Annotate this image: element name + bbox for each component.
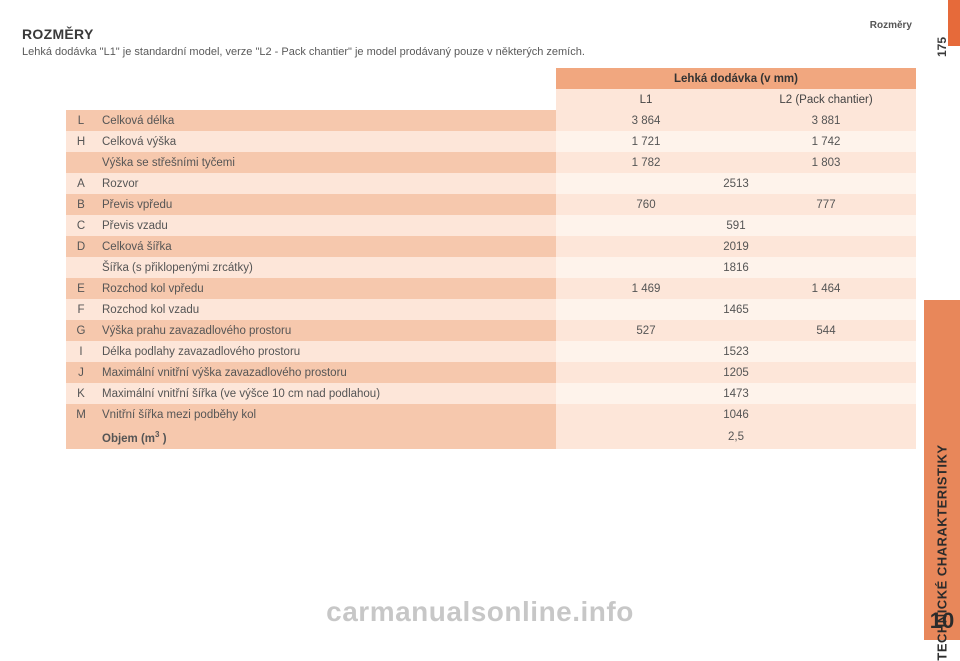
page-title: ROZMĚRY xyxy=(22,26,960,42)
corner-tab xyxy=(948,0,960,46)
table-row: IDélka podlahy zavazadlového prostoru152… xyxy=(66,341,916,362)
table-body: LCelková délka3 8643 881HCelková výška1 … xyxy=(66,110,916,449)
table-row: Výška se střešními tyčemi1 7821 803 xyxy=(66,152,916,173)
row-label: Rozchod kol vzadu xyxy=(96,299,556,320)
row-value: 2019 xyxy=(556,236,916,257)
table-row: ERozchod kol vpředu1 4691 464 xyxy=(66,278,916,299)
row-value-l2: 1 803 xyxy=(736,152,916,173)
row-value-l1: 1 721 xyxy=(556,131,736,152)
row-label: Rozchod kol vpředu xyxy=(96,278,556,299)
row-value-l1: 1 782 xyxy=(556,152,736,173)
row-value-l2: 1 742 xyxy=(736,131,916,152)
table-row: KMaximální vnitřní šířka (ve výšce 10 cm… xyxy=(66,383,916,404)
row-value: 2,5 xyxy=(556,425,916,449)
dimensions-table: Lehká dodávka (v mm) L1 L2 (Pack chantie… xyxy=(66,68,916,449)
table-header-sub: L1 L2 (Pack chantier) xyxy=(66,89,916,110)
row-code: M xyxy=(66,404,96,425)
row-value: 1205 xyxy=(556,362,916,383)
row-code: A xyxy=(66,173,96,194)
row-code: C xyxy=(66,215,96,236)
row-code xyxy=(66,425,96,449)
col-l2: L2 (Pack chantier) xyxy=(736,89,916,110)
row-label: Převis vpředu xyxy=(96,194,556,215)
page-subtitle: Lehká dodávka "L1" je standardní model, … xyxy=(22,46,960,58)
row-value-l1: 1 469 xyxy=(556,278,736,299)
row-code xyxy=(66,257,96,278)
table-row: GVýška prahu zavazadlového prostoru52754… xyxy=(66,320,916,341)
page-number: 175 xyxy=(935,37,949,57)
row-value: 1816 xyxy=(556,257,916,278)
row-label: Délka podlahy zavazadlového prostoru xyxy=(96,341,556,362)
table-header-main: Lehká dodávka (v mm) xyxy=(66,68,916,89)
page: Rozměry 175 ROZMĚRY Lehká dodávka "L1" j… xyxy=(0,0,960,640)
row-label: Objem (m3 ) xyxy=(96,425,556,449)
row-label: Výška prahu zavazadlového prostoru xyxy=(96,320,556,341)
watermark: carmanualsonline.info xyxy=(0,596,960,628)
col-l1: L1 xyxy=(556,89,736,110)
row-code: F xyxy=(66,299,96,320)
row-code: E xyxy=(66,278,96,299)
row-label: Maximální vnitřní výška zavazadlového pr… xyxy=(96,362,556,383)
table-row: JMaximální vnitřní výška zavazadlového p… xyxy=(66,362,916,383)
row-label: Rozvor xyxy=(96,173,556,194)
row-code: G xyxy=(66,320,96,341)
section-label-top: Rozměry xyxy=(870,20,912,31)
row-value: 2513 xyxy=(556,173,916,194)
row-label: Převis vzadu xyxy=(96,215,556,236)
row-code: I xyxy=(66,341,96,362)
row-code xyxy=(66,152,96,173)
row-label: Celková výška xyxy=(96,131,556,152)
row-label: Celková šířka xyxy=(96,236,556,257)
row-value-l2: 1 464 xyxy=(736,278,916,299)
row-label: Výška se střešními tyčemi xyxy=(96,152,556,173)
row-value: 591 xyxy=(556,215,916,236)
row-code: L xyxy=(66,110,96,131)
row-value: 1473 xyxy=(556,383,916,404)
row-value-l2: 3 881 xyxy=(736,110,916,131)
table-row: Šířka (s přiklopenými zrcátky)1816 xyxy=(66,257,916,278)
row-label: Maximální vnitřní šířka (ve výšce 10 cm … xyxy=(96,383,556,404)
chapter-number: 10 xyxy=(924,608,960,634)
row-code: H xyxy=(66,131,96,152)
table-row: FRozchod kol vzadu1465 xyxy=(66,299,916,320)
row-code: B xyxy=(66,194,96,215)
table-row: Objem (m3 )2,5 xyxy=(66,425,916,449)
row-value-l1: 527 xyxy=(556,320,736,341)
row-code: K xyxy=(66,383,96,404)
side-strip: TECHNICKÉ CHARAKTERISTIKY 10 xyxy=(924,300,960,640)
table-row: HCelková výška1 7211 742 xyxy=(66,131,916,152)
row-value-l1: 760 xyxy=(556,194,736,215)
row-value-l2: 544 xyxy=(736,320,916,341)
table-row: BPřevis vpředu760777 xyxy=(66,194,916,215)
row-label: Šířka (s přiklopenými zrcátky) xyxy=(96,257,556,278)
table-row: DCelková šířka2019 xyxy=(66,236,916,257)
row-code: J xyxy=(66,362,96,383)
table-row: MVnitřní šířka mezi podběhy kol1046 xyxy=(66,404,916,425)
row-value: 1523 xyxy=(556,341,916,362)
row-value-l1: 3 864 xyxy=(556,110,736,131)
row-label: Vnitřní šířka mezi podběhy kol xyxy=(96,404,556,425)
row-label: Celková délka xyxy=(96,110,556,131)
row-value-l2: 777 xyxy=(736,194,916,215)
table-row: ARozvor2513 xyxy=(66,173,916,194)
row-code: D xyxy=(66,236,96,257)
table-row: LCelková délka3 8643 881 xyxy=(66,110,916,131)
table-row: CPřevis vzadu591 xyxy=(66,215,916,236)
row-value: 1046 xyxy=(556,404,916,425)
row-value: 1465 xyxy=(556,299,916,320)
table-header-title: Lehká dodávka (v mm) xyxy=(556,68,916,89)
